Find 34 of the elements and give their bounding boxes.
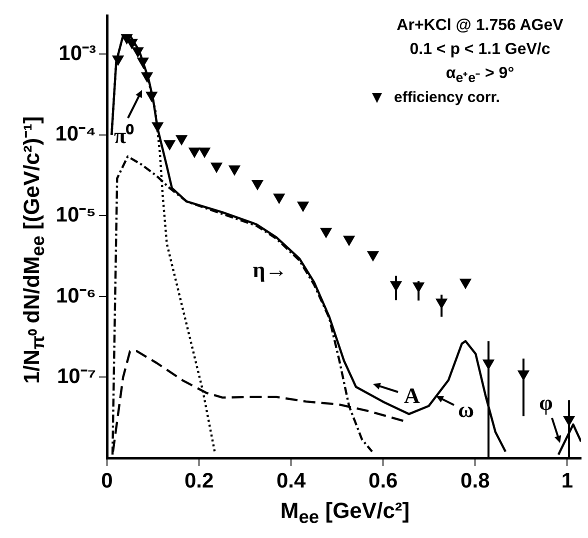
annotation: α$_{e⁺e⁻}$ > 9° — [444, 64, 516, 88]
point — [367, 251, 379, 262]
annotation: 0.1 < p < 1.1 GeV/c — [408, 40, 552, 60]
x-tick-label: 0.6 — [368, 469, 398, 492]
point — [460, 278, 472, 289]
point — [188, 148, 200, 158]
x-tick-label: 0.8 — [460, 469, 490, 492]
y-tick-label: 10⁻⁷ — [56, 365, 96, 388]
y-tick-label: 10⁻³ — [58, 42, 96, 65]
annotation: η→ — [252, 257, 288, 283]
point — [228, 165, 240, 176]
x-tick-label: 0 — [101, 469, 113, 492]
point — [343, 236, 355, 246]
y-tick-label: 10⁻⁵ — [56, 203, 96, 226]
y-tick-label: 10⁻⁴ — [55, 122, 96, 146]
x-tick-label: 0.2 — [184, 469, 214, 492]
point — [176, 135, 188, 146]
y-tick-label: 10⁻⁶ — [56, 284, 96, 308]
point — [198, 148, 210, 158]
point — [252, 180, 264, 190]
point — [320, 228, 332, 238]
legend-label: efficiency corr. — [394, 89, 500, 106]
point — [164, 140, 176, 150]
x-tick-label: 1 — [561, 469, 574, 492]
annotation: φ — [539, 390, 553, 416]
annotation: π⁰ — [114, 122, 134, 149]
x-tick-label: 0.4 — [276, 469, 306, 492]
point — [273, 194, 285, 204]
annotation: ω — [458, 397, 474, 423]
annotation: A — [404, 383, 420, 409]
annotation: Ar+KCl @ 1.756 AGeV — [396, 16, 564, 36]
point — [297, 202, 309, 212]
x-axis-title: M$_{ee}$ [GeV/c²] — [280, 498, 410, 528]
point — [210, 162, 222, 173]
